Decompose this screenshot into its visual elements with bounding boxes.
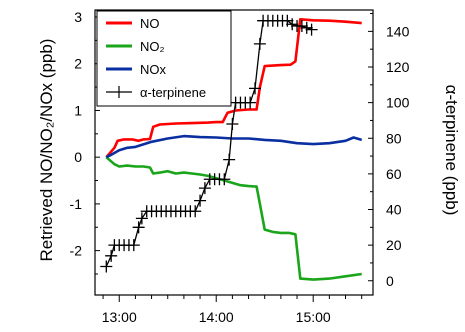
legend: NO NO₂ NOx α-terpinene — [96, 10, 232, 107]
series-point-terpinene — [223, 153, 236, 166]
series-layer — [100, 14, 363, 281]
series-point-terpinene — [253, 37, 266, 50]
series-point-terpinene — [105, 249, 118, 262]
legend-label-no: NO — [140, 16, 160, 31]
series-line-no — [105, 18, 362, 159]
y-right-tick-label: 20 — [386, 237, 402, 253]
x-tick-label: 14:00 — [199, 309, 234, 325]
series-point-terpinene — [127, 239, 140, 252]
y-left-tick-label: 3 — [74, 9, 82, 25]
series-point-terpinene — [295, 20, 308, 33]
y-left-tick-label: 0 — [74, 149, 82, 165]
tick-labels: 3 2 1 0 -1 -2 140 120 100 80 60 40 20 0 13:00 14:00 15:0… — [70, 9, 410, 325]
y-right-tick-label: 0 — [386, 273, 394, 289]
x-tick-label: 15:00 — [296, 309, 331, 325]
legend-label-no2: NO₂ — [140, 39, 165, 54]
y-left-tick-label: -2 — [70, 243, 83, 259]
x-tick-label: 13:00 — [102, 309, 137, 325]
y-axis-left-title: Retrieved NO/NO₂/NOx (ppb) — [37, 39, 56, 262]
y-right-tick-label: 140 — [386, 23, 410, 39]
series-point-terpinene — [286, 18, 299, 31]
legend-label-terpinene: α-terpinene — [140, 85, 206, 100]
series-point-terpinene — [100, 260, 113, 273]
y-axis-right-title: α-terpinene (ppb) — [442, 85, 461, 216]
series-point-terpinene — [305, 23, 318, 36]
series-line-nox — [105, 134, 363, 159]
y-right-tick-label: 60 — [386, 166, 402, 182]
series-point-terpinene — [198, 182, 211, 195]
y-right-tick-label: 80 — [386, 130, 402, 146]
y-left-tick-label: 2 — [74, 56, 82, 72]
legend-label-nox: NOx — [140, 62, 167, 77]
series-point-terpinene — [189, 205, 202, 218]
series-point-terpinene — [244, 96, 257, 109]
series-point-terpinene — [226, 118, 239, 130]
y-left-tick-label: -1 — [70, 196, 83, 212]
series-point-terpinene — [135, 212, 148, 225]
series-point-terpinene — [218, 173, 231, 186]
y-left-tick-label: 1 — [74, 102, 82, 118]
y-right-tick-label: 100 — [386, 95, 410, 111]
axis-ticks — [95, 13, 373, 302]
y-right-tick-label: 120 — [386, 59, 410, 75]
plot-frame — [94, 9, 374, 296]
series-point-terpinene — [300, 21, 313, 34]
series-point-terpinene — [194, 194, 207, 207]
series-point-terpinene — [132, 221, 145, 234]
y-right-tick-label: 40 — [386, 202, 402, 218]
series-point-terpinene — [249, 82, 262, 95]
